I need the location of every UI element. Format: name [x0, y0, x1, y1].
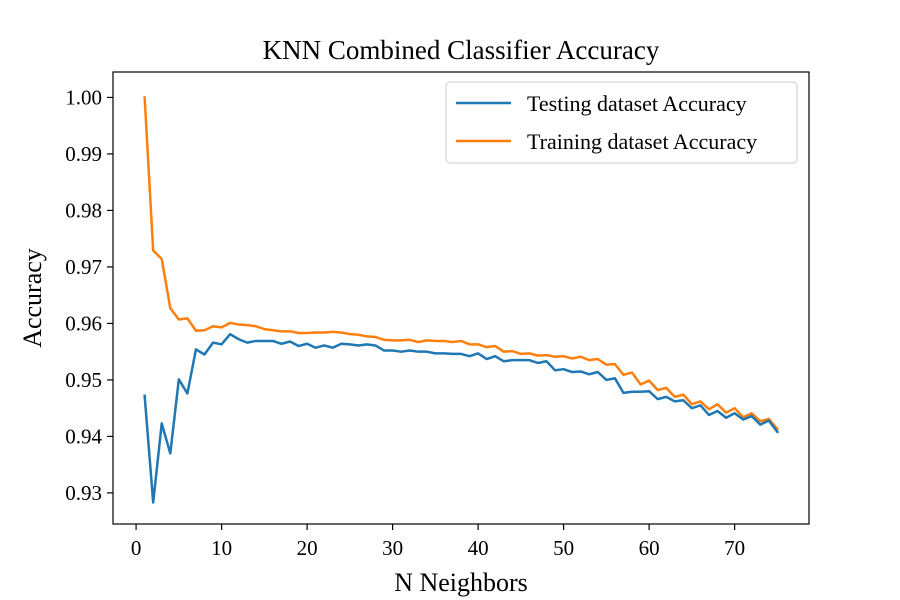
x-tick-label: 70 [724, 536, 745, 560]
plot-area-frame [112, 71, 810, 525]
legend-label-training: Training dataset Accuracy [527, 129, 757, 154]
x-tick-label: 60 [639, 536, 660, 560]
y-tick-label: 0.98 [65, 198, 102, 222]
y-tick-label: 0.94 [65, 424, 102, 448]
series-lines [143, 96, 780, 504]
y-tick-label: 0.93 [65, 481, 102, 505]
y-axis-label: Accuracy [18, 248, 47, 348]
axis-ticks: 0 10 20 30 40 50 60 70 0.93 0.94 0.95 0.96 0.97 0.98 0… [65, 85, 745, 560]
legend: Testing dataset Accuracy Training datase… [445, 81, 798, 164]
y-tick-label: 1.00 [65, 85, 102, 109]
legend-frame [445, 81, 798, 164]
chart-title: KNN Combined Classifier Accuracy [263, 35, 660, 65]
y-tick-label: 0.99 [65, 142, 102, 166]
x-tick-label: 30 [382, 536, 403, 560]
x-tick-label: 10 [211, 536, 232, 560]
legend-label-testing: Testing dataset Accuracy [527, 91, 747, 116]
x-tick-label: 20 [297, 536, 318, 560]
y-tick-label: 0.97 [65, 255, 102, 279]
y-tick-label: 0.95 [65, 368, 102, 392]
x-tick-label: 40 [468, 536, 489, 560]
x-tick-label: 0 [131, 536, 142, 560]
x-tick-label: 50 [553, 536, 574, 560]
series-line-training [143, 96, 780, 431]
y-tick-label: 0.96 [65, 311, 102, 335]
series-line-testing [143, 332, 780, 504]
x-axis-label: N Neighbors [394, 568, 528, 597]
